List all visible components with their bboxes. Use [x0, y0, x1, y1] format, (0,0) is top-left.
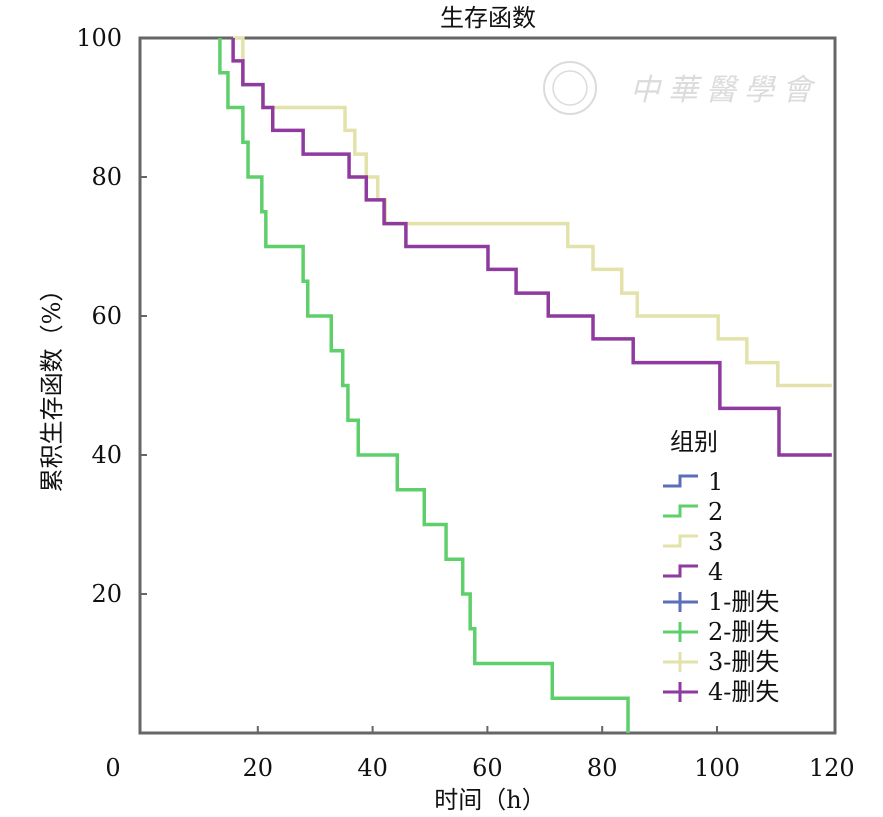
x-tick-label: 0 [105, 754, 120, 782]
legend-line-icon [663, 474, 698, 488]
y-axis-label: 累积生存函数（%） [38, 278, 66, 493]
y-tick-label: 40 [91, 441, 122, 469]
legend-label: 2 [708, 498, 723, 526]
y-tick-label: 60 [91, 302, 122, 330]
watermark-logo: 中華醫學會 [543, 61, 820, 115]
y-tick-label: 80 [91, 163, 122, 191]
legend-label: 3-删失 [708, 648, 779, 676]
legend-censor-icon [663, 682, 698, 702]
x-tick-label: 80 [587, 754, 618, 782]
legend-label: 4 [708, 558, 723, 586]
survival-curve-group-4 [231, 38, 832, 457]
x-tick-label: 60 [472, 754, 503, 782]
legend-line-icon [663, 504, 698, 518]
legend-label: 2-删失 [708, 618, 779, 646]
legend-censor-icon [663, 652, 698, 672]
legend-label: 3 [708, 528, 723, 556]
x-tick-label: 20 [243, 754, 274, 782]
legend-title: 组别 [670, 428, 718, 456]
svg-text:中華醫學會: 中華醫學會 [630, 73, 820, 108]
chart-title: 生存函数 [440, 4, 536, 32]
y-tick-label: 100 [76, 24, 122, 52]
legend-censor-icon [663, 592, 698, 612]
y-tick-label: 20 [91, 580, 122, 608]
survival-curve-group-2 [218, 38, 630, 733]
legend-line-icon [663, 564, 698, 578]
survival-curve-group-3 [233, 36, 832, 388]
legend-label: 1-删失 [708, 588, 779, 616]
x-tick-label: 100 [694, 754, 740, 782]
x-tick-label: 120 [809, 754, 855, 782]
legend-line-icon [663, 534, 698, 548]
legend-label: 1 [708, 468, 723, 496]
legend-label: 4-删失 [708, 678, 779, 706]
x-tick-label: 40 [357, 754, 388, 782]
legend-censor-icon [663, 622, 698, 642]
x-axis-label: 时间（h） [434, 786, 545, 814]
